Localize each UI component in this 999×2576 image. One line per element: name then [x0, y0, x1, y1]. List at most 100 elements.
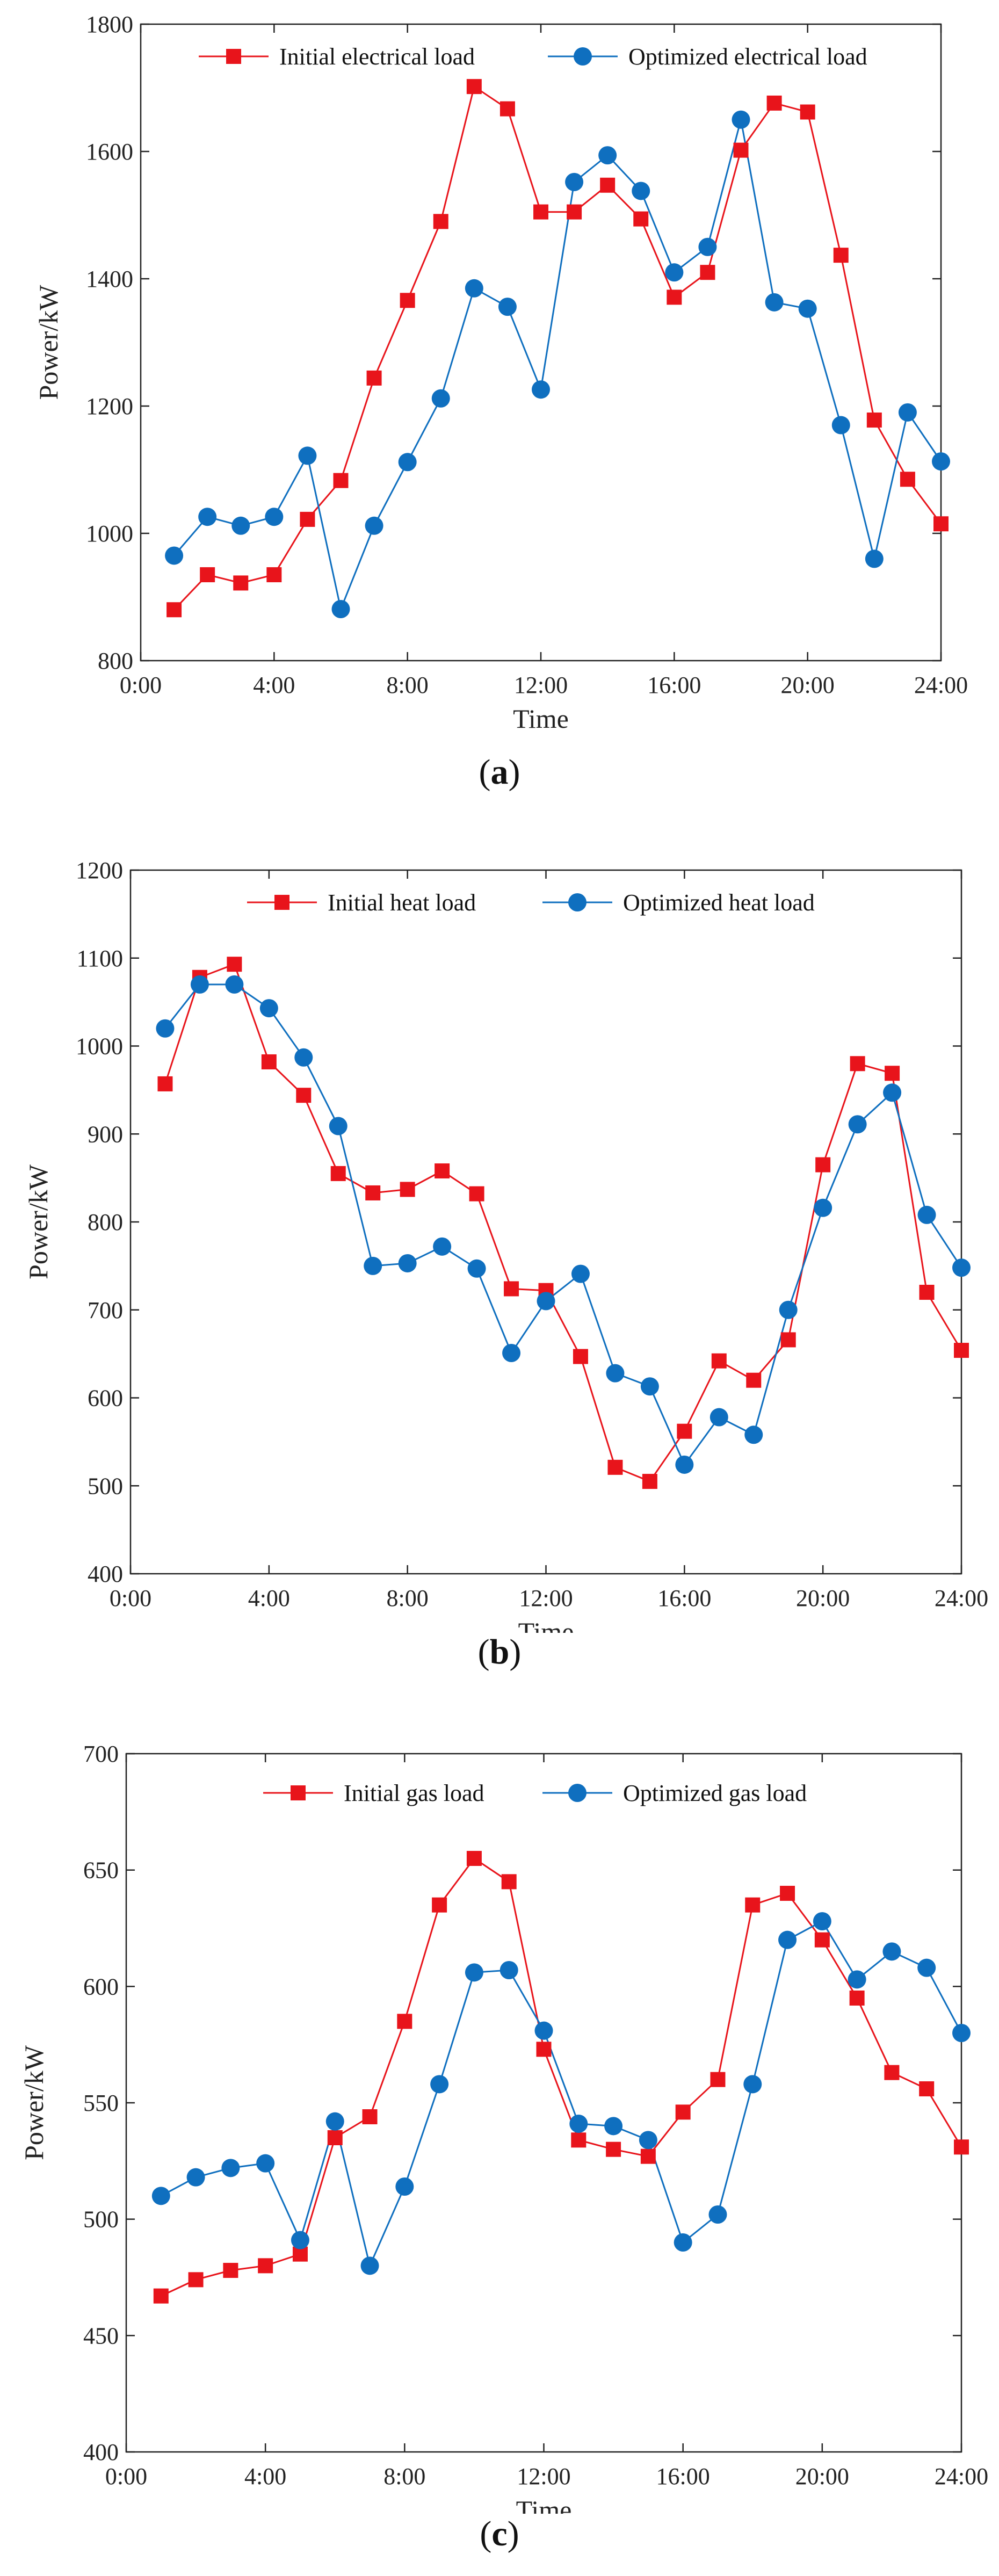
data-point-series-2: [865, 549, 884, 568]
data-point-series-2: [571, 1264, 590, 1283]
data-point-series-1: [296, 1088, 312, 1103]
data-point-series-2: [882, 1942, 901, 1961]
x-tick-label: 12:00: [519, 1585, 573, 1611]
data-point-series-2: [431, 389, 450, 408]
y-axis-title: Power/kW: [23, 1164, 53, 1279]
caption-a: (a): [479, 752, 520, 792]
data-point-series-2: [156, 1019, 175, 1038]
data-point-series-2: [952, 1258, 971, 1277]
legend-marker-1: [226, 49, 241, 64]
data-point-series-1: [849, 1991, 865, 2006]
data-point-series-2: [398, 1254, 417, 1272]
data-point-series-2: [814, 1198, 832, 1217]
y-tick-label: 1100: [77, 945, 123, 972]
data-point-series-1: [327, 2130, 343, 2145]
data-point-series-1: [954, 1343, 969, 1358]
series-line-2: [164, 983, 962, 1466]
data-point-series-2: [698, 237, 717, 256]
data-point-series-2: [395, 2177, 414, 2196]
data-point-series-1: [884, 2065, 900, 2080]
panel-c: 400 450 500 550 600 650 700 0:00 4:00 8:00 12:00 16…: [0, 1708, 999, 2576]
legend-label-2: Optimized electrical load: [628, 44, 867, 70]
data-point-series-1: [432, 1897, 447, 1913]
data-point-series-1: [633, 211, 649, 227]
data-point-series-2: [190, 975, 209, 994]
data-point-series-1: [469, 1186, 484, 1202]
data-point-series-2: [813, 1912, 831, 1930]
y-tick-label: 550: [83, 2090, 119, 2116]
y-axis-title: Power/kW: [33, 285, 63, 400]
data-point-series-2: [365, 516, 383, 535]
data-point-series-2: [465, 1963, 483, 1982]
y-tick-label: 1000: [76, 1033, 123, 1060]
data-point-series-1: [258, 2258, 273, 2274]
data-point-series-2: [743, 2075, 762, 2094]
y-tick-label: 700: [88, 1297, 123, 1323]
data-point-series-2: [325, 2112, 344, 2131]
data-point-series-2: [151, 2187, 170, 2205]
data-point-series-2: [917, 1958, 936, 1977]
x-tick-label: 20:00: [795, 2463, 849, 2490]
data-point-series-2: [848, 1115, 867, 1134]
x-tick-label: 20:00: [781, 672, 835, 698]
data-point-series-1: [640, 2148, 656, 2164]
legend-marker-2: [574, 47, 592, 66]
data-point-series-1: [567, 204, 582, 220]
data-point-series-1: [362, 2109, 378, 2124]
y-tick-label: 1400: [86, 266, 133, 292]
y-tick-label: 400: [88, 1561, 123, 1587]
x-tick-label: 8:00: [383, 2463, 425, 2490]
data-point-series-1: [397, 2014, 412, 2029]
legend-marker-1: [274, 895, 289, 910]
series-line-2: [173, 119, 942, 612]
data-point-series-1: [433, 214, 448, 229]
data-point-series-2: [398, 453, 417, 472]
data-point-series-2: [360, 2256, 379, 2275]
x-tick-label: 16:00: [647, 672, 701, 698]
data-point-series-1: [919, 1285, 935, 1300]
data-point-series-1: [667, 290, 682, 305]
data-point-series-1: [780, 1886, 795, 1901]
data-point-series-1: [157, 1076, 173, 1091]
data-point-series-2: [798, 299, 817, 318]
x-tick-label: 12:00: [514, 672, 568, 698]
x-tick-label: 16:00: [656, 2463, 710, 2490]
data-point-series-1: [300, 511, 315, 527]
data-point-series-1: [733, 142, 749, 158]
data-point-series-1: [466, 79, 482, 95]
data-point-series-1: [227, 957, 242, 972]
x-tick-label: 8:00: [387, 1585, 429, 1611]
data-point-series-2: [675, 1455, 694, 1474]
data-point-series-1: [933, 516, 949, 532]
data-point-series-1: [675, 2104, 691, 2120]
data-point-series-1: [536, 2042, 552, 2057]
x-axis-title: Time: [513, 704, 569, 734]
data-point-series-2: [952, 2024, 971, 2042]
x-tick-label: 0:00: [105, 2463, 147, 2490]
legend-marker-2: [568, 1784, 587, 1802]
data-point-series-2: [831, 416, 850, 435]
data-point-series-2: [465, 279, 483, 298]
data-point-series-1: [815, 1157, 831, 1173]
data-point-series-1: [814, 1932, 830, 1948]
data-point-series-2: [606, 1364, 625, 1383]
data-point-series-1: [365, 1185, 381, 1200]
data-point-series-1: [919, 2081, 935, 2096]
data-point-series-2: [186, 2168, 205, 2187]
data-point-series-2: [674, 2233, 692, 2252]
plot-frame: [125, 1753, 962, 2453]
data-point-series-2: [632, 182, 650, 200]
chart-a: 800 1000 1200 1400 1600 1800 0:00 4:00 8:00 12:00…: [33, 11, 968, 734]
caption-letter-b: b: [489, 1632, 510, 1671]
data-point-series-1: [745, 1897, 761, 1913]
data-point-series-2: [256, 2154, 275, 2173]
data-point-series-1: [900, 472, 915, 487]
data-point-series-2: [430, 2075, 449, 2094]
data-point-series-1: [850, 1056, 865, 1072]
y-tick-label: 1600: [86, 139, 133, 165]
legend-label-2: Optimized heat load: [623, 889, 815, 916]
data-point-series-1: [435, 1163, 450, 1179]
data-point-series-2: [917, 1205, 936, 1224]
data-point-series-1: [400, 1182, 415, 1197]
data-point-series-1: [466, 1851, 482, 1866]
